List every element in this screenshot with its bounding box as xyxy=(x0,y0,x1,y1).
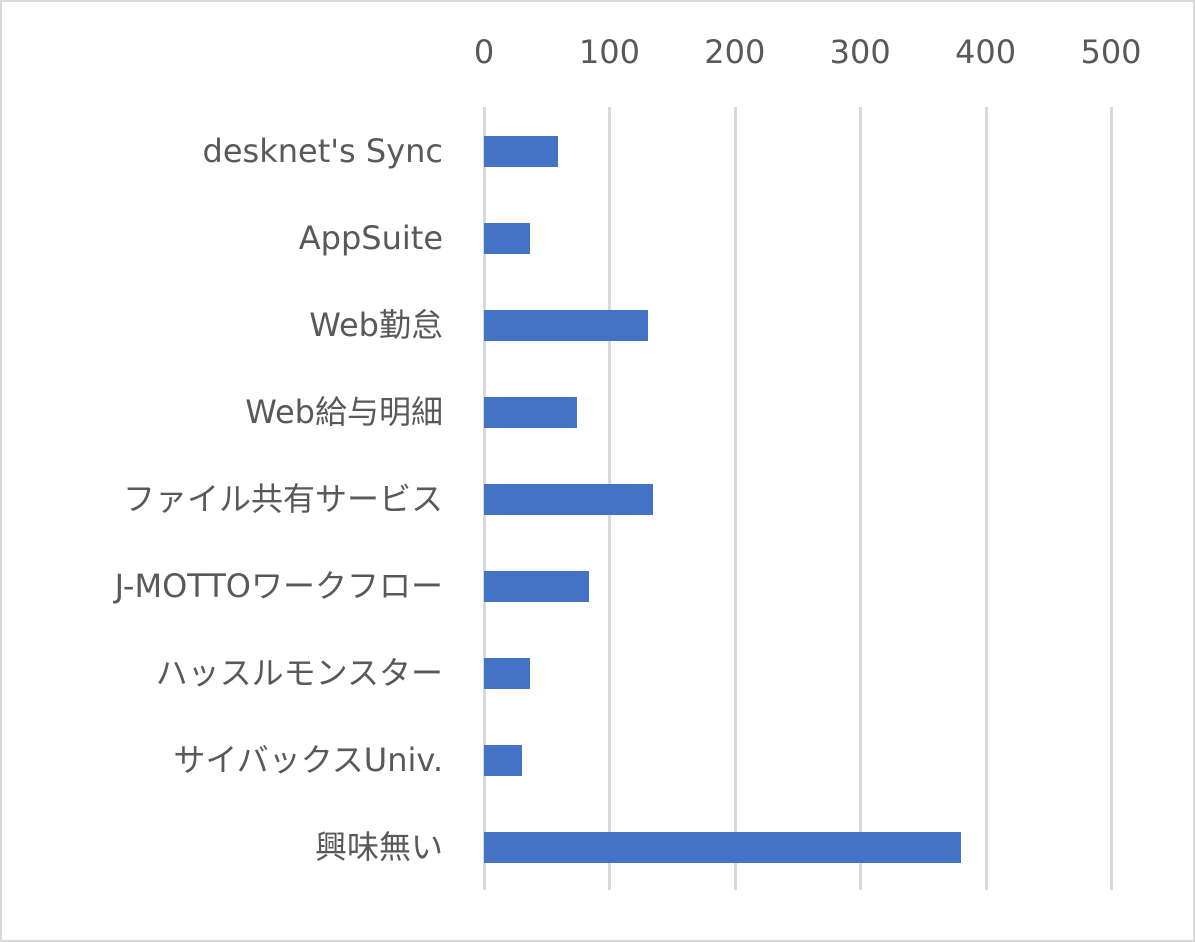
bar xyxy=(484,483,654,515)
category-label: J-MOTTOワークフロー xyxy=(114,566,443,605)
x-axis-tick-label: 100 xyxy=(578,33,640,71)
bar xyxy=(484,657,531,689)
bar xyxy=(484,135,558,167)
x-axis-tick-label: 400 xyxy=(955,33,1017,71)
gridline xyxy=(859,107,863,890)
x-axis-tick-label: 0 xyxy=(473,33,495,71)
category-label: ファイル共有サービス xyxy=(122,479,443,518)
x-axis-tick-label: 500 xyxy=(1080,33,1142,71)
gridline xyxy=(1110,107,1113,890)
bar xyxy=(484,222,531,254)
x-axis-tick-label: 200 xyxy=(704,33,766,71)
gridline xyxy=(733,107,737,890)
bar xyxy=(484,831,961,863)
bar xyxy=(484,744,522,776)
bar xyxy=(484,396,577,428)
gridline xyxy=(984,107,988,890)
category-label: desknet's Sync xyxy=(202,131,443,170)
category-label: Web給与明細 xyxy=(245,392,443,431)
category-label: AppSuite xyxy=(298,218,443,257)
bar xyxy=(484,309,649,341)
bar xyxy=(484,570,590,602)
x-axis-tick-label: 300 xyxy=(829,33,891,71)
category-label: 興味無い xyxy=(314,827,443,866)
category-label: Web勤怠 xyxy=(309,305,443,344)
category-label: ハッスルモンスター xyxy=(155,653,443,692)
category-label: サイバックスUniv. xyxy=(173,740,443,779)
